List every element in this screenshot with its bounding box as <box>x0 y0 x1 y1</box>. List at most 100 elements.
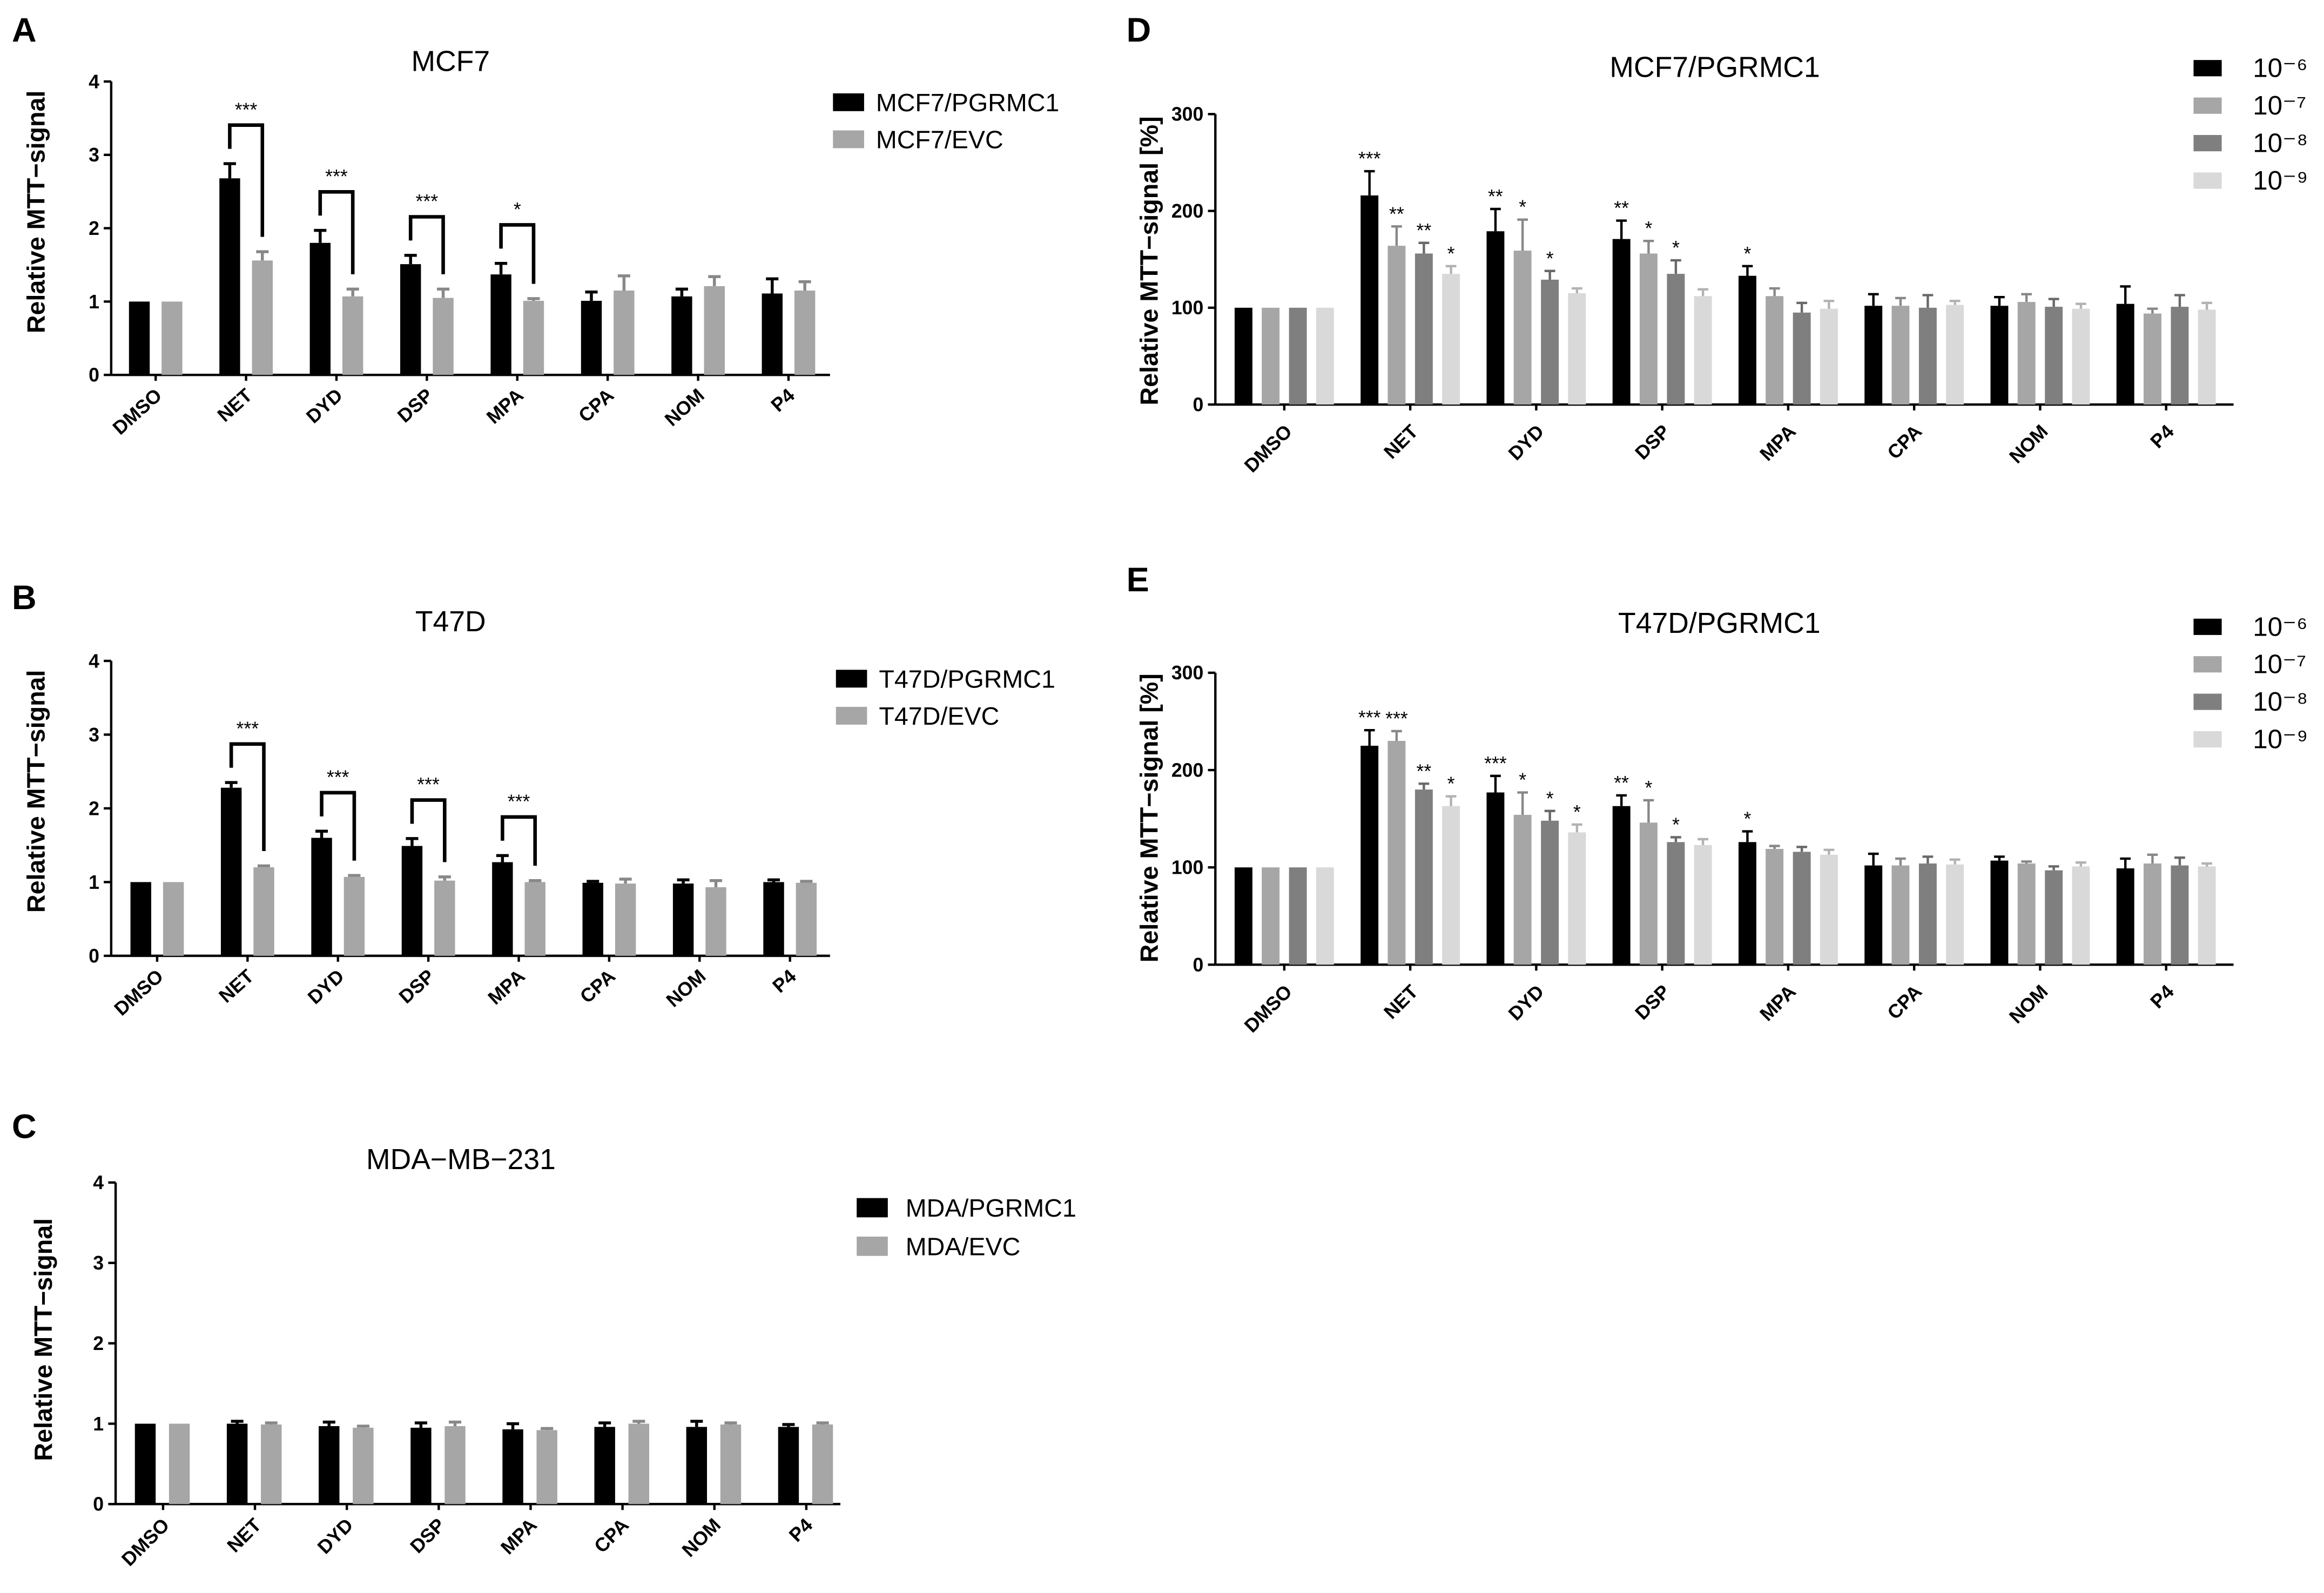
panel-c-error-bar-dsp-series-1 <box>414 1421 427 1428</box>
panel-d-error-bar-cpa-series-2 <box>1895 296 1906 306</box>
panel-e-legend-swatch-series-1 <box>2193 618 2222 635</box>
panel-e-bar-p4-series-2 <box>2143 863 2161 965</box>
panel-d-legend-label-series-3: 10⁻⁸ <box>2253 129 2308 158</box>
panel-c-bar-dyd-series-1 <box>319 1426 340 1504</box>
panel-d-significance-stars-dyd-series-2: * <box>1519 197 1526 218</box>
panel-a-significance-label-net: *** <box>235 99 258 120</box>
panel-a-error-bar-p4-series-1 <box>766 277 779 294</box>
panel-c-bar-dyd-series-2 <box>353 1427 374 1504</box>
panel-d-bar-p4-series-2 <box>2143 313 2161 405</box>
panel-d-error-bar-dyd-series-2 <box>1517 218 1528 251</box>
panel-a-y-tick-label: 2 <box>89 218 99 239</box>
panel-e-legend-swatch-series-2 <box>2193 656 2222 673</box>
panel-c-bar-dmso-series-2 <box>169 1423 190 1504</box>
panel-b-error-bar-nom-series-1 <box>677 878 690 884</box>
panel-d-y-tick-label: 0 <box>1193 394 1203 416</box>
panel-c-error-bar-net-series-1 <box>231 1420 244 1424</box>
panel-d-error-bar-mpa-series-3 <box>1796 301 1808 313</box>
panel-b-bar-net-series-1 <box>220 787 242 956</box>
panel-b-bar-p4-series-2 <box>796 882 817 956</box>
panel-c-error-bar-p4-series-2 <box>816 1421 829 1425</box>
panel-a-error-bar-mpa-series-1 <box>495 262 508 275</box>
panel-e-significance-stars-dsp-series-3: * <box>1672 814 1680 835</box>
panel-a-y-tick-label: 0 <box>89 364 99 386</box>
panel-b-y-axis-label: Relative MTT−signal <box>22 670 50 913</box>
panel-a-y-tick-label: 4 <box>89 71 99 92</box>
panel-a-error-bar-net-series-2 <box>256 250 269 261</box>
panel-e-error-bar-p4-series-1 <box>2120 857 2131 869</box>
panel-d-bar-p4-series-3 <box>2171 307 2189 405</box>
panel-b-significance-bracket-mpa <box>501 815 537 866</box>
panel-a-error-bar-cpa-series-2 <box>617 274 630 291</box>
panel-b-bar-dyd-series-2 <box>343 876 365 956</box>
panel-b-title: T47D <box>415 606 486 638</box>
panel-d-error-bar-mpa-series-4 <box>1823 300 1835 309</box>
panel-d-legend-swatch-series-3 <box>2193 134 2222 152</box>
panel-b-bar-dsp-series-1 <box>401 846 423 956</box>
panel-a-significance-bracket-dsp <box>408 215 445 274</box>
panel-a-significance-bracket-dyd <box>318 190 355 274</box>
panel-e-bar-dyd-series-3 <box>1541 820 1559 965</box>
panel-c-bar-net-series-1 <box>226 1423 248 1504</box>
panel-e-y-tick-label: 0 <box>1193 954 1203 976</box>
panel-e-error-bar-net-series-2 <box>1391 730 1402 741</box>
panel-e-bar-p4-series-1 <box>2116 868 2134 965</box>
panel-a-bar-net-series-1 <box>219 178 240 375</box>
panel-e-letter: E <box>1127 561 1149 599</box>
panel-d-bar-nom-series-1 <box>1990 306 2009 405</box>
panel-c-error-bar-dyd-series-2 <box>356 1425 369 1428</box>
panel-e-error-bar-mpa-series-3 <box>1796 846 1808 852</box>
panel-d-error-bar-cpa-series-3 <box>1922 294 1934 308</box>
panel-c-error-bar-nom-series-2 <box>724 1421 737 1425</box>
panel-d-y-axis-label: Relative MTT−signal [%] <box>1135 116 1163 405</box>
panel-a-bar-nom-series-2 <box>704 286 725 375</box>
panel-e-error-bar-cpa-series-2 <box>1895 857 1906 866</box>
panel-a-bar-dsp-series-1 <box>400 264 421 375</box>
panel-d-error-bar-nom-series-1 <box>1994 295 2005 306</box>
panel-a-y-tick-label: 3 <box>89 144 99 166</box>
panel-c-y-tick-label: 1 <box>93 1413 104 1435</box>
panel-d-error-bar-p4-series-2 <box>2147 307 2158 314</box>
panel-b-y-tick-label: 2 <box>89 798 99 819</box>
panel-c-legend-swatch-series-2 <box>857 1237 888 1256</box>
panel-c-y-tick-label: 4 <box>93 1172 104 1193</box>
panel-c-error-bar-dsp-series-2 <box>448 1420 462 1426</box>
panel-d-bar-dmso-series-4 <box>1316 307 1334 405</box>
panel-e-significance-stars-dyd-series-2: * <box>1519 770 1526 791</box>
panel-d-error-bar-dsp-series-3 <box>1670 259 1681 274</box>
panel-d-significance-stars-dsp-series-2: * <box>1645 218 1652 239</box>
panel-d-error-bar-p4-series-3 <box>2174 294 2185 307</box>
panel-d-legend-label-series-1: 10⁻⁶ <box>2253 53 2307 83</box>
panel-e-bar-dmso-series-3 <box>1289 867 1307 965</box>
panel-a-y-tick-label: 1 <box>89 291 99 313</box>
panel-b-error-bar-dyd-series-2 <box>348 874 361 877</box>
panel-b-error-bar-p4-series-1 <box>767 878 780 882</box>
panel-a-error-bar-nom-series-2 <box>708 275 721 286</box>
panel-b-bar-nom-series-1 <box>672 883 694 956</box>
panel-b-significance-label-mpa: *** <box>508 791 530 813</box>
panel-b-y-tick-label: 0 <box>89 945 99 967</box>
panel-d-title: MCF7/PGRMC1 <box>1609 52 1820 84</box>
panel-b-error-bar-cpa-series-2 <box>619 878 632 884</box>
panel-e-error-bar-cpa-series-3 <box>1922 855 1934 864</box>
panel-d-error-bar-dsp-series-1 <box>1616 219 1627 239</box>
panel-a-significance-label-dyd: *** <box>325 166 348 187</box>
panel-e-bar-dyd-series-4 <box>1568 832 1586 965</box>
panel-e-bar-cpa-series-2 <box>1891 865 1910 965</box>
panel-e-error-bar-nom-series-3 <box>2048 865 2059 870</box>
panel-d-error-bar-cpa-series-4 <box>1949 300 1961 305</box>
panel-d-error-bar-cpa-series-1 <box>1868 293 1879 306</box>
panel-e-legend-label-series-4: 10⁻⁹ <box>2253 725 2308 754</box>
panel-c-error-bar-nom-series-1 <box>690 1420 703 1427</box>
panel-d-legend-label-series-4: 10⁻⁹ <box>2253 166 2308 195</box>
panel-e-bar-dsp-series-3 <box>1667 842 1685 965</box>
panel-e-error-bar-dsp-series-1 <box>1616 794 1627 806</box>
panel-b-letter: B <box>12 579 37 617</box>
panel-e-error-bar-dyd-series-3 <box>1544 809 1555 821</box>
panel-b-error-bar-dyd-series-1 <box>315 829 328 838</box>
panel-a-legend-swatch-series-1 <box>833 93 864 111</box>
panel-d-bar-dyd-series-1 <box>1486 231 1505 405</box>
panel-b-bar-mpa-series-1 <box>492 862 513 956</box>
panel-c-error-bar-dyd-series-1 <box>322 1420 335 1426</box>
